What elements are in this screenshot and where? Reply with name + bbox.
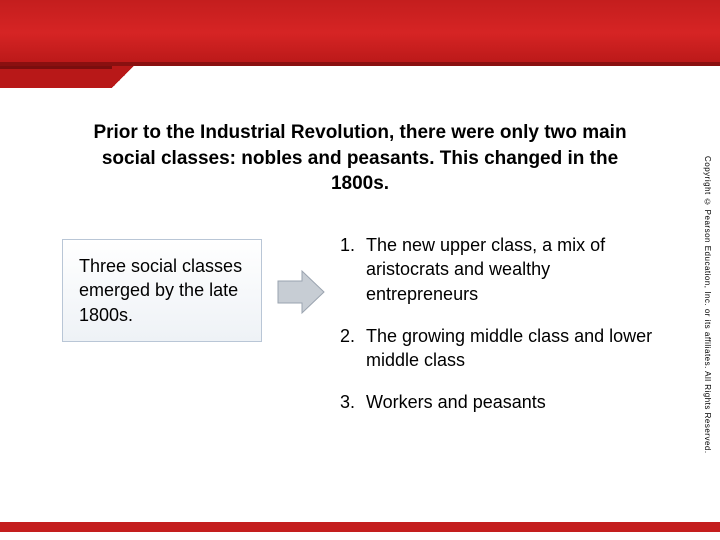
list-text: The new upper class, a mix of aristocrat… bbox=[366, 233, 664, 306]
list-item: 2. The growing middle class and lower mi… bbox=[340, 324, 664, 373]
list-item: 1. The new upper class, a mix of aristoc… bbox=[340, 233, 664, 306]
copyright-text: Copyright © Pearson Education, Inc. or i… bbox=[696, 100, 712, 510]
list-number: 2. bbox=[340, 324, 366, 373]
list-item: 3. Workers and peasants bbox=[340, 390, 664, 414]
callout-box: Three social classes emerged by the late… bbox=[62, 239, 262, 342]
header-red-bar bbox=[0, 0, 720, 66]
body-row: Three social classes emerged by the late… bbox=[56, 233, 664, 433]
header-band bbox=[0, 0, 720, 92]
list-number: 1. bbox=[340, 233, 366, 306]
list-text: The growing middle class and lower middl… bbox=[366, 324, 664, 373]
slide-heading: Prior to the Industrial Revolution, ther… bbox=[56, 120, 664, 225]
list-text: Workers and peasants bbox=[366, 390, 664, 414]
numbered-list: 1. The new upper class, a mix of aristoc… bbox=[340, 233, 664, 433]
header-shelf-corner bbox=[112, 66, 134, 88]
slide-content: Prior to the Industrial Revolution, ther… bbox=[56, 120, 664, 433]
list-number: 3. bbox=[340, 390, 366, 414]
footer-red-bar bbox=[0, 522, 720, 532]
arrow-right-icon bbox=[276, 267, 326, 322]
header-shelf bbox=[0, 66, 112, 88]
